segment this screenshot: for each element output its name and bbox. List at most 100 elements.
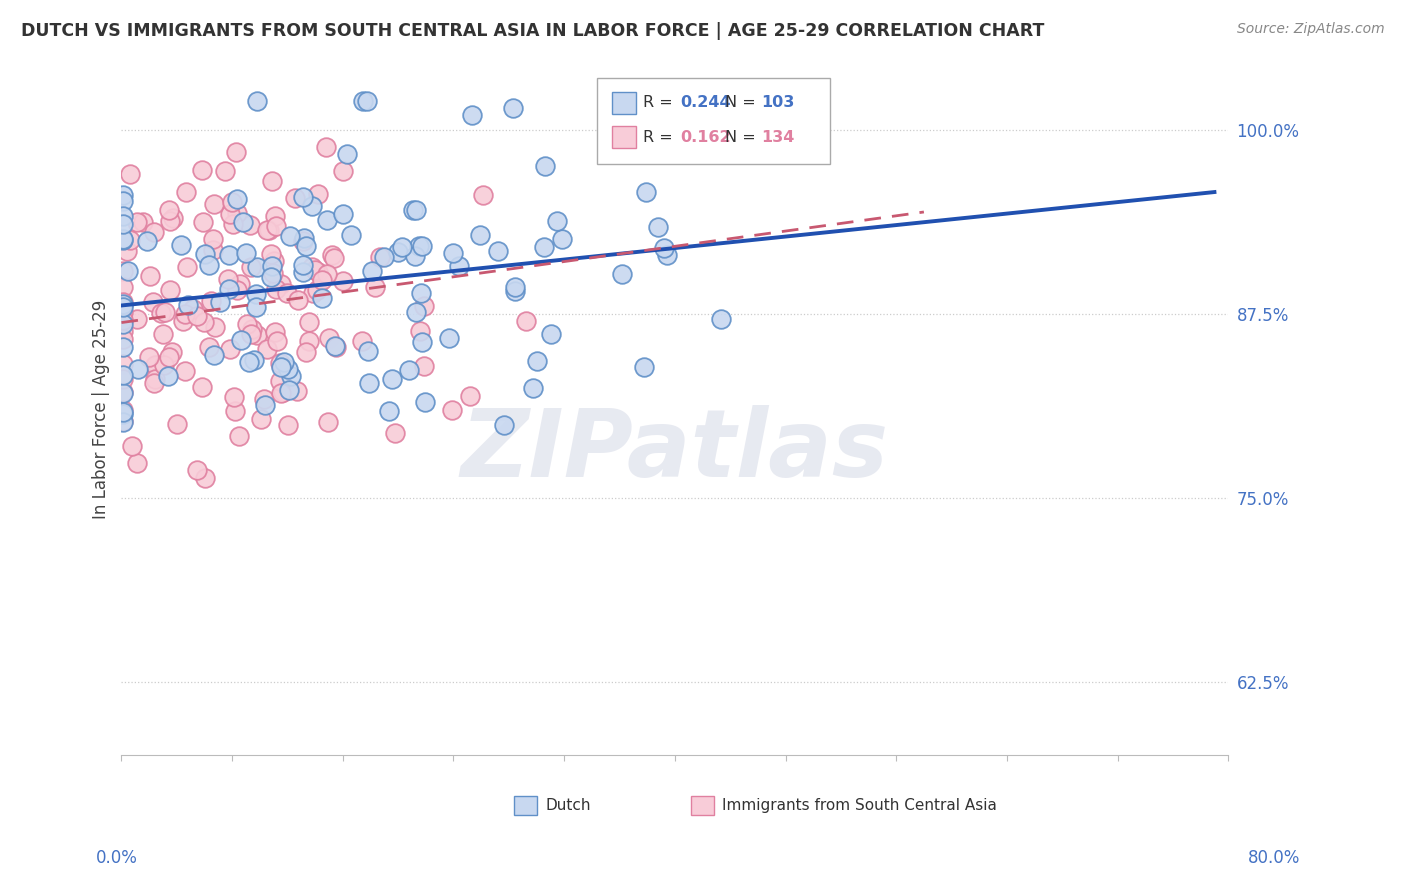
Point (291, 265, 314, 279)
Point (157, 351, 180, 365)
Point (111, 298, 134, 312)
Point (534, 159, 557, 173)
Point (120, 233, 142, 247)
Point (352, 94, 374, 108)
Point (262, 174, 284, 188)
Point (387, 244, 409, 259)
Point (194, 471, 217, 485)
Point (256, 342, 278, 356)
Point (318, 331, 340, 345)
Point (413, 395, 436, 409)
Point (332, 207, 354, 221)
Point (219, 207, 242, 221)
Point (270, 385, 292, 400)
Point (172, 314, 194, 328)
Point (240, 260, 263, 274)
Point (278, 384, 301, 398)
Point (218, 248, 240, 262)
Point (240, 322, 263, 336)
Point (402, 202, 425, 217)
Text: N =: N = (724, 95, 761, 111)
Point (284, 191, 307, 205)
Point (118, 167, 141, 181)
Point (441, 246, 464, 260)
FancyBboxPatch shape (598, 78, 830, 164)
Point (307, 284, 329, 298)
Point (292, 234, 315, 248)
Point (222, 217, 245, 231)
Point (655, 248, 678, 262)
Point (461, 108, 484, 122)
Point (352, 334, 374, 349)
Point (503, 279, 526, 293)
Text: 0.162: 0.162 (681, 130, 731, 145)
Point (357, 343, 380, 358)
Point (359, 376, 381, 390)
Point (218, 282, 240, 296)
Point (246, 260, 269, 274)
Point (198, 258, 221, 272)
Point (411, 239, 433, 253)
Point (111, 194, 134, 209)
Point (249, 412, 271, 426)
Point (323, 339, 346, 353)
Point (111, 232, 134, 246)
Point (405, 202, 427, 217)
Point (111, 324, 134, 338)
Point (486, 244, 509, 259)
Point (186, 309, 208, 323)
Point (225, 145, 247, 159)
Point (142, 376, 165, 390)
Point (411, 285, 433, 300)
Point (111, 217, 134, 231)
Point (245, 301, 267, 315)
Point (325, 340, 347, 354)
Point (298, 315, 321, 329)
Point (111, 209, 134, 223)
Point (125, 457, 148, 471)
Point (315, 140, 337, 154)
Point (156, 368, 179, 383)
Point (194, 246, 217, 260)
Point (412, 359, 434, 373)
Point (294, 239, 316, 253)
Text: 80.0%: 80.0% (1249, 849, 1301, 867)
Point (405, 305, 427, 319)
Point (224, 390, 246, 404)
Point (321, 248, 343, 262)
Point (256, 223, 278, 237)
Point (285, 384, 308, 399)
Point (277, 362, 299, 376)
Point (232, 215, 254, 229)
Point (533, 240, 555, 254)
Point (111, 301, 134, 315)
Point (111, 372, 134, 386)
Point (162, 211, 184, 225)
Point (176, 298, 198, 312)
Point (391, 240, 413, 254)
Point (111, 305, 134, 319)
Point (228, 428, 250, 442)
Point (502, 101, 524, 115)
Y-axis label: In Labor Force | Age 25-29: In Labor Force | Age 25-29 (93, 300, 110, 519)
Point (111, 385, 134, 400)
Point (225, 283, 247, 297)
Point (224, 404, 246, 418)
Point (264, 209, 287, 223)
Point (111, 297, 134, 311)
Point (439, 331, 461, 345)
Point (304, 263, 326, 277)
Point (458, 388, 481, 402)
Point (540, 327, 562, 342)
Point (253, 392, 276, 407)
Point (264, 326, 287, 340)
Point (111, 188, 134, 202)
Point (201, 232, 224, 246)
Point (176, 260, 198, 274)
Point (264, 219, 287, 233)
Point (138, 350, 160, 364)
Point (152, 327, 174, 342)
Point (515, 314, 537, 328)
Point (111, 332, 134, 346)
Point (315, 267, 337, 281)
